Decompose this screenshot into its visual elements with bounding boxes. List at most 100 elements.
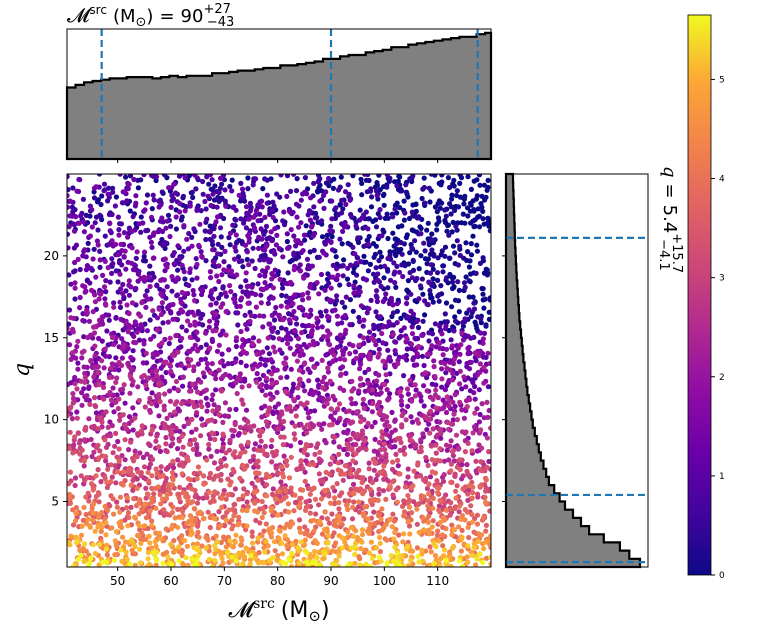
scatter-point bbox=[264, 493, 270, 499]
scatter-point bbox=[164, 284, 170, 290]
scatter-point bbox=[89, 224, 95, 230]
scatter-point bbox=[115, 252, 121, 258]
scatter-point bbox=[149, 244, 155, 250]
scatter-point bbox=[85, 240, 91, 246]
scatter-point bbox=[235, 310, 241, 316]
scatter-point bbox=[410, 311, 417, 317]
scatter-point bbox=[199, 253, 205, 259]
scatter-point bbox=[258, 226, 264, 232]
scatter-point bbox=[72, 296, 78, 302]
scatter-point bbox=[356, 342, 362, 348]
scatter-point bbox=[96, 382, 102, 388]
scatter-point bbox=[97, 248, 103, 254]
scatter-point bbox=[357, 414, 363, 420]
scatter-point bbox=[243, 278, 249, 284]
scatter-point bbox=[216, 263, 222, 269]
scatter-point bbox=[67, 491, 72, 497]
scatter-point bbox=[287, 295, 293, 301]
scatter-point bbox=[366, 306, 372, 312]
scatter-point bbox=[420, 291, 426, 297]
scatter-point bbox=[429, 295, 435, 301]
scatter-point bbox=[86, 498, 92, 504]
scatter-point bbox=[139, 530, 145, 536]
scatter-point bbox=[67, 495, 73, 501]
scatter-point bbox=[99, 338, 105, 344]
scatter-point bbox=[284, 231, 290, 237]
scatter-point bbox=[355, 235, 361, 241]
scatter-point bbox=[247, 318, 253, 324]
scatter-point bbox=[166, 340, 172, 347]
scatter-point bbox=[342, 539, 348, 545]
scatter-point bbox=[366, 466, 372, 472]
scatter-point bbox=[466, 483, 472, 489]
scatter-point bbox=[162, 425, 168, 431]
scatter-point bbox=[128, 260, 135, 266]
scatter-point bbox=[361, 511, 367, 517]
scatter-point bbox=[133, 200, 139, 206]
scatter-point bbox=[302, 175, 308, 181]
scatter-point bbox=[306, 415, 312, 421]
scatter-point bbox=[203, 236, 209, 243]
scatter-point bbox=[439, 366, 445, 372]
scatter-point bbox=[109, 270, 115, 276]
scatter-point bbox=[368, 297, 374, 303]
scatter-point bbox=[135, 532, 141, 539]
scatter-point bbox=[316, 502, 322, 508]
scatter-point bbox=[371, 467, 377, 473]
scatter-point bbox=[358, 303, 364, 309]
scatter-point bbox=[343, 327, 349, 333]
scatter-point bbox=[309, 486, 315, 492]
scatter-point bbox=[453, 223, 459, 229]
scatter-point bbox=[296, 203, 302, 209]
scatter-point bbox=[319, 218, 325, 224]
scatter-point bbox=[238, 443, 244, 449]
scatter-point bbox=[260, 448, 266, 454]
scatter-point bbox=[107, 220, 113, 226]
scatter-point bbox=[191, 364, 197, 370]
scatter-point bbox=[470, 294, 476, 300]
scatter-point bbox=[344, 451, 350, 457]
scatter-point bbox=[202, 356, 208, 362]
scatter-point bbox=[108, 397, 114, 403]
scatter-point bbox=[69, 350, 76, 356]
scatter-point bbox=[307, 209, 313, 215]
scatter-point bbox=[67, 469, 73, 475]
scatter-point bbox=[381, 412, 387, 419]
scatter-point bbox=[192, 322, 198, 328]
scatter-point bbox=[426, 185, 432, 191]
scatter-point bbox=[145, 296, 151, 302]
scatter-point bbox=[238, 284, 244, 290]
scatter-point bbox=[243, 545, 249, 551]
scatter-point bbox=[121, 254, 127, 260]
scatter-point bbox=[107, 228, 113, 234]
scatter-point bbox=[154, 351, 160, 357]
scatter-point bbox=[316, 456, 322, 462]
scatter-point bbox=[95, 467, 101, 473]
scatter-point bbox=[463, 240, 469, 246]
scatter-point bbox=[430, 426, 436, 432]
scatter-point bbox=[213, 321, 219, 328]
scatter-point bbox=[268, 508, 274, 514]
scatter-point bbox=[97, 415, 103, 421]
scatter-point bbox=[211, 315, 217, 321]
scatter-point bbox=[327, 378, 333, 384]
scatter-point bbox=[173, 214, 179, 220]
scatter-point bbox=[81, 364, 87, 370]
scatter-point bbox=[258, 438, 264, 444]
scatter-point bbox=[117, 417, 123, 423]
scatter-point bbox=[419, 353, 426, 359]
scatter-point bbox=[269, 381, 275, 387]
scatter-point bbox=[91, 246, 97, 252]
scatter-point bbox=[85, 334, 91, 341]
scatter-point bbox=[323, 180, 329, 186]
scatter-point bbox=[419, 195, 425, 202]
scatter-point bbox=[72, 434, 78, 440]
scatter-point bbox=[210, 187, 216, 193]
scatter-point bbox=[252, 499, 258, 505]
scatter-point bbox=[81, 458, 87, 464]
scatter-point bbox=[323, 469, 329, 475]
scatter-point bbox=[185, 246, 191, 252]
scatter-point bbox=[429, 524, 435, 530]
scatter-point bbox=[177, 499, 183, 505]
scatter-point bbox=[282, 280, 288, 286]
